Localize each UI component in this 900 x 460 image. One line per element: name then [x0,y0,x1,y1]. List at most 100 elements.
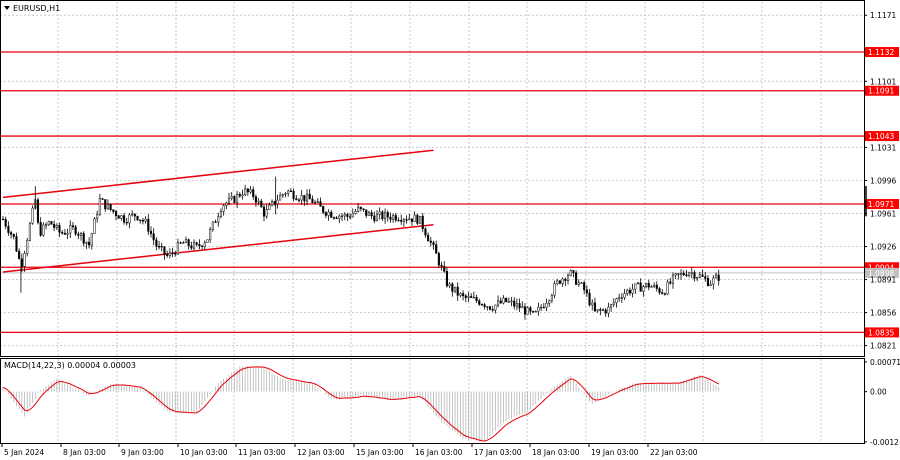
x-tick-label: 18 Jan 03:00 [532,448,580,457]
candle-body [147,218,150,232]
candle-body [362,208,365,210]
candle-body [74,226,77,235]
x-tick-label: 10 Jan 03:00 [180,448,228,457]
candle-body [297,199,301,201]
candle-body [308,193,311,200]
candle-body [346,214,349,217]
candle-body [696,277,699,279]
candle-body [260,200,263,208]
candle-body [413,214,416,222]
candle-body [553,283,556,296]
candle-body [488,306,492,310]
candle-body [63,232,66,235]
candle-body [384,212,387,220]
main-panel-border [0,0,865,357]
y-tick-label: 1.1171 [870,11,896,20]
candle-body [610,304,613,308]
candle-body [26,240,29,254]
candle-body [47,221,50,226]
candle-body [456,286,459,296]
candle-body [158,246,161,248]
candle-body [55,224,58,228]
symbol-header[interactable]: EURUSD,H1 [4,4,60,13]
candle-body [558,280,562,284]
candle-body [375,214,379,222]
candle-body [340,215,344,218]
level-price-label: 1.0835 [868,328,894,337]
candle-body [698,274,701,278]
candle-body [480,304,483,306]
y-tick-label: 1.1031 [870,143,896,152]
candle-body [343,214,346,217]
candle-body [281,194,284,196]
candle-body [69,225,72,234]
candle-body [15,236,18,252]
candle-body [556,280,559,285]
candle-body [332,217,335,219]
dropdown-arrow-icon[interactable] [4,6,10,10]
level-price-label: 1.0904 [868,263,894,272]
candle-body [432,242,435,246]
candle-body [351,213,354,218]
level-price-tag [865,262,899,273]
candle-body [214,221,217,223]
candle-body [497,300,500,306]
candle-body [550,295,553,301]
x-tick-label: 19 Jan 03:00 [591,448,639,457]
candle-body [714,274,718,279]
candle-body [392,215,395,220]
candle-body [575,272,578,285]
candle-body [661,292,664,294]
candle-body [109,203,112,210]
candle-body [510,300,513,303]
candle-body [526,307,529,315]
candle-body [634,283,637,290]
candle-body [569,270,572,276]
candle-body [79,233,83,236]
candle-body [18,250,21,259]
candle-body [671,274,675,284]
candle-body [203,242,206,247]
candle-body [155,239,158,247]
candle-body [225,202,228,206]
candle-body [445,271,449,287]
level-price-label: 1.1091 [868,87,894,96]
candle-body [712,277,715,285]
candle-body [236,193,239,203]
candle-body [701,274,704,277]
candle-body [28,223,31,241]
candle-body [645,283,648,287]
candle-body [529,307,532,312]
candle-body [117,215,120,219]
candle-body [631,288,634,294]
candle-body [335,217,338,219]
candle-body [192,242,196,249]
candle-body [300,195,303,201]
candle-body [222,205,225,212]
candle-body [39,222,42,236]
candle-body [184,239,188,244]
candle-body [88,241,91,246]
candle-body [36,199,40,223]
candle-body [427,234,430,242]
candle-body [394,215,397,221]
candle-body [435,244,438,254]
candle-body [402,219,405,222]
candle-body [386,212,389,218]
price-candles [1,176,867,320]
macd-y-tick-label: -0.0012 [870,438,899,447]
candle-body [507,301,510,303]
level-price-tag [865,131,899,142]
candle-body [599,309,602,311]
x-tick-label: 12 Jan 03:00 [297,448,345,457]
candle-body [693,272,696,279]
candle-body [494,304,497,311]
candle-body [591,302,594,306]
candle-body [211,221,214,230]
candle-body [537,306,540,312]
candle-body [416,214,419,224]
current-price-tag [865,267,899,278]
level-price-tag [865,85,899,96]
macd-panel-border [0,358,865,444]
candle-body [545,303,548,308]
